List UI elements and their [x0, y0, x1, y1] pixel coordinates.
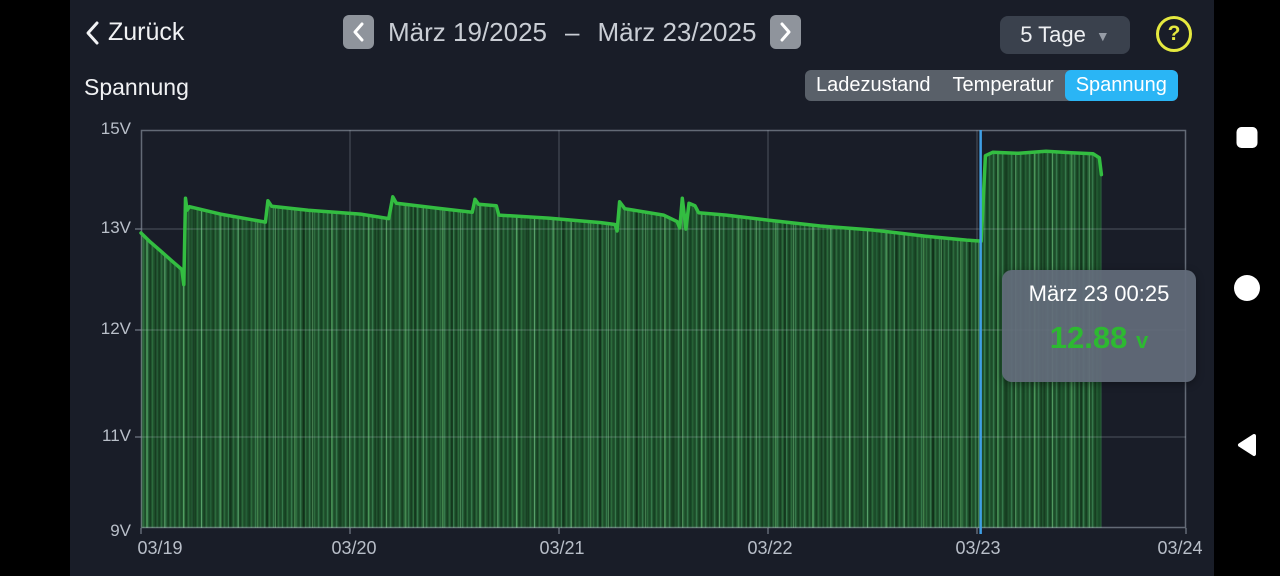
x-axis-label: 03/23	[955, 538, 1001, 558]
x-axis-label: 03/21	[539, 538, 585, 558]
tooltip-value: 12.88 v	[1049, 320, 1149, 355]
back-label: Zurück	[108, 18, 185, 46]
range-start-date: März 19/2025	[388, 16, 547, 47]
chevron-left-icon	[353, 22, 364, 42]
next-range-button[interactable]	[770, 15, 802, 49]
date-range-navigator: März 19/2025 – März 23/2025	[343, 15, 802, 49]
y-axis-label: 12V	[100, 319, 131, 338]
x-axis-label: 03/22	[747, 538, 793, 558]
range-duration-dropdown[interactable]: 5 Tage ▼	[1000, 16, 1130, 54]
x-axis-label: 03/20	[331, 538, 377, 558]
chart-tooltip: März 23 00:25 12.88 v	[1002, 270, 1196, 382]
battery-monitor-app: Zurück März 19/2025 – März 23/2025 5 Tag…	[70, 0, 1214, 576]
tooltip-datetime: März 23 00:25	[1028, 281, 1170, 306]
y-axis-label: 13V	[100, 218, 131, 237]
back-triangle-icon	[1238, 434, 1256, 456]
y-axis-label: 15V	[100, 119, 131, 138]
x-axis-label: 03/19	[137, 538, 183, 558]
previous-range-button[interactable]	[343, 15, 374, 49]
chevron-left-icon	[86, 21, 99, 44]
metric-tab-bar: Ladezustand Temperatur Spannung	[805, 70, 1178, 101]
question-mark-icon: ?	[1167, 22, 1181, 45]
android-back-button[interactable]	[1236, 433, 1258, 462]
help-button[interactable]: ?	[1156, 16, 1192, 52]
range-duration-label: 5 Tage	[1020, 22, 1086, 47]
tab-ladezustand[interactable]: Ladezustand	[816, 74, 931, 96]
y-axis-label: 9V	[110, 521, 131, 540]
chevron-down-icon: ▼	[1095, 28, 1110, 44]
range-separator: –	[564, 16, 580, 47]
home-button[interactable]	[1234, 275, 1260, 301]
back-button[interactable]: Zurück	[84, 18, 184, 47]
range-end-date: März 23/2025	[597, 16, 757, 47]
recents-button[interactable]	[1236, 127, 1258, 148]
page-title: Spannung	[84, 74, 189, 100]
voltage-chart[interactable]	[135, 129, 1187, 542]
y-axis-label: 11V	[102, 426, 131, 445]
chevron-right-icon	[780, 22, 791, 42]
tab-spannung[interactable]: Spannung	[1064, 70, 1178, 101]
display-cutout-strip	[0, 0, 70, 576]
android-nav-bar	[1214, 0, 1280, 576]
tab-temperatur[interactable]: Temperatur	[952, 74, 1054, 96]
x-axis-label: 03/24	[1157, 538, 1203, 558]
